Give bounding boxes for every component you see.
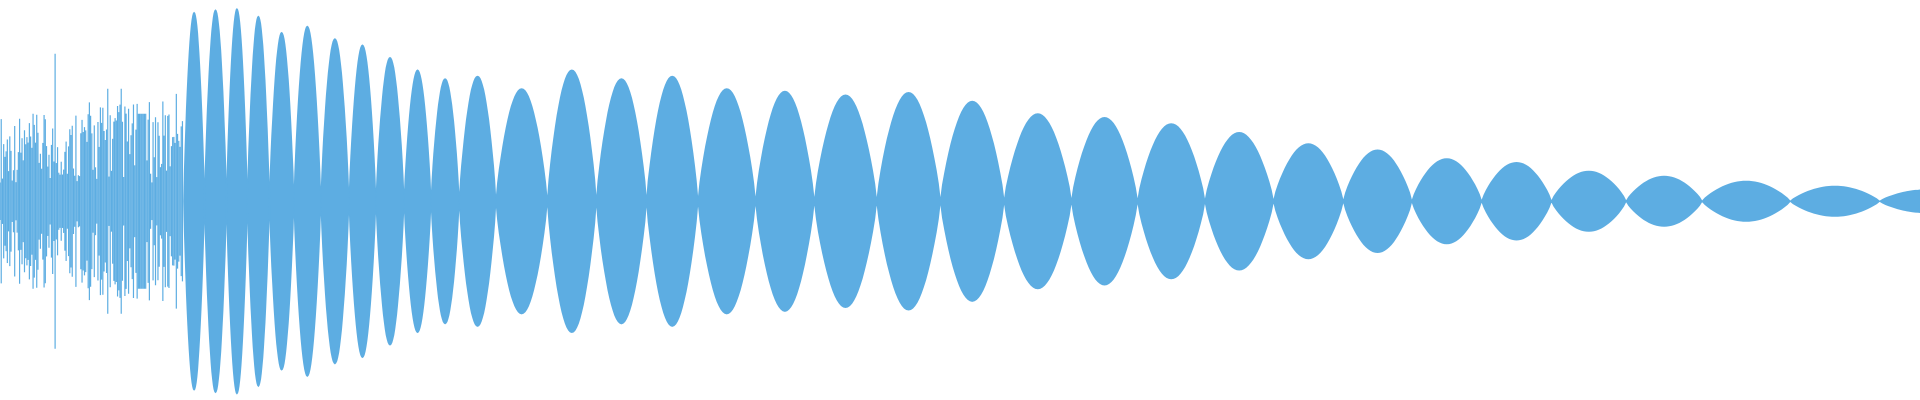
waveform-body	[183, 8, 1920, 395]
waveform	[0, 8, 1920, 395]
